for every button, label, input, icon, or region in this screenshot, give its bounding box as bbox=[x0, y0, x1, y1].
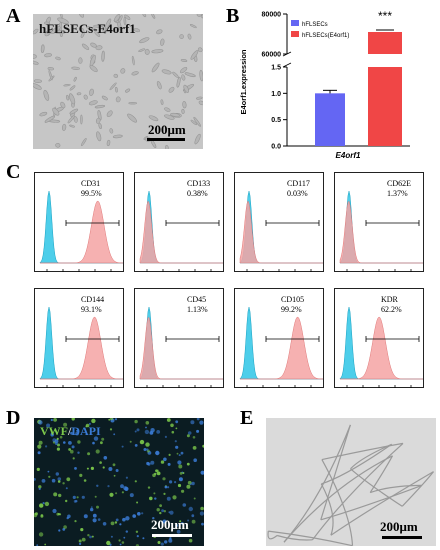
positive-percent: 0.38% bbox=[187, 189, 208, 198]
flow-plot-kdr: KDR 62.2% bbox=[334, 288, 424, 388]
flow-label-cd144: CD144 93.1% bbox=[81, 295, 104, 315]
legend-swatch-hflsecs bbox=[291, 20, 299, 26]
y-axis-label: E4orf1.expression bbox=[239, 49, 248, 114]
y-tick-label: 1.5 bbox=[271, 65, 281, 72]
positive-percent: 0.03% bbox=[287, 189, 308, 198]
marker-name: CD117 bbox=[287, 179, 310, 188]
marker-name: CD31 bbox=[81, 179, 101, 188]
positive-gate bbox=[65, 336, 120, 342]
isotype-histogram bbox=[239, 306, 323, 380]
positive-gate bbox=[265, 336, 320, 342]
panel-b-letter: B bbox=[226, 5, 240, 27]
dapi-label: DAPI bbox=[71, 424, 101, 438]
stained-histogram bbox=[40, 316, 124, 380]
panel-e-scale-label: 200μm bbox=[380, 519, 418, 534]
flow-plot-cd144: CD144 93.1% bbox=[34, 288, 124, 388]
isotype-histogram bbox=[39, 190, 123, 264]
histogram-cd62e bbox=[339, 190, 423, 272]
positive-percent: 1.37% bbox=[387, 189, 408, 198]
y-tick-label: 1.0 bbox=[271, 91, 281, 98]
panel-a-title: hFLSECs-E4orf1 bbox=[39, 21, 136, 36]
positive-gate bbox=[365, 220, 420, 226]
positive-percent: 62.2% bbox=[381, 305, 402, 314]
y-tick-label: 60000 bbox=[262, 52, 282, 59]
flow-plot-cd31: CD31 99.5% bbox=[34, 172, 124, 272]
panel-d-scale-label: 200μm bbox=[151, 517, 189, 532]
histogram-cd45 bbox=[139, 306, 223, 388]
flow-plot-cd105: CD105 99.2% bbox=[234, 288, 324, 388]
legend-label-hflsecs-e4orf1: hFLSECs(E4orf1) bbox=[302, 33, 349, 39]
positive-percent: 93.1% bbox=[81, 305, 102, 314]
stained-histogram bbox=[139, 200, 223, 264]
stained-histogram bbox=[240, 316, 324, 380]
panel-a-micrograph: hFLSECs-E4orf1 200μm bbox=[33, 14, 203, 149]
marker-name: KDR bbox=[381, 295, 398, 304]
stained-histogram bbox=[340, 316, 423, 380]
panel-b-chart: 0.0 0.5 1.0 1.5 60000 80000 *** hFLSECs hFLSE… bbox=[239, 9, 410, 160]
significance-stars: *** bbox=[378, 9, 392, 23]
panel-a-scale-label: 200μm bbox=[148, 122, 186, 137]
stain-separator: / bbox=[68, 424, 72, 438]
cell-texture-a bbox=[33, 14, 203, 149]
stained-histogram bbox=[239, 200, 323, 264]
positive-percent: 1.13% bbox=[187, 305, 208, 314]
marker-name: CD45 bbox=[187, 295, 207, 304]
flow-label-cd105: CD105 99.2% bbox=[281, 295, 304, 315]
marker-name: CD105 bbox=[281, 295, 305, 304]
panel-c-letter: C bbox=[6, 161, 21, 183]
panel-d-stain-label: VWF/DAPI bbox=[40, 424, 101, 439]
flow-label-cd45: CD45 1.13% bbox=[187, 295, 208, 315]
histogram-cd144 bbox=[39, 306, 124, 388]
histogram-cd117 bbox=[239, 190, 323, 272]
panel-a-letter: A bbox=[6, 5, 21, 27]
panel-d-micrograph: VWF/DAPI 200μm bbox=[34, 418, 204, 546]
stained-histogram bbox=[139, 317, 223, 380]
panel-d-scale-line bbox=[152, 534, 192, 537]
panel-e-scale-line bbox=[382, 536, 422, 539]
positive-percent: 99.2% bbox=[281, 305, 302, 314]
panel-e-letter: E bbox=[240, 407, 254, 429]
stained-histogram bbox=[40, 200, 124, 264]
bar-hflsecs bbox=[315, 93, 345, 146]
vwf-label: VWF bbox=[40, 424, 68, 438]
isotype-histogram bbox=[39, 306, 123, 380]
flow-plot-cd45: CD45 1.13% bbox=[134, 288, 224, 388]
histogram-kdr bbox=[339, 306, 423, 388]
flow-plot-cd62e: CD62E 1.37% bbox=[334, 172, 424, 272]
marker-name: CD62E bbox=[387, 179, 411, 188]
positive-percent: 99.5% bbox=[81, 189, 102, 198]
y-tick-label: 0.0 bbox=[271, 144, 281, 151]
positive-gate bbox=[165, 220, 220, 226]
positive-gate bbox=[265, 220, 320, 226]
flow-plot-cd117: CD117 0.03% bbox=[234, 172, 324, 272]
flow-plot-cd133: CD133 0.38% bbox=[134, 172, 224, 272]
tube-formation-texture bbox=[266, 418, 436, 546]
flow-label-cd133: CD133 0.38% bbox=[187, 179, 210, 199]
y-tick-label: 0.5 bbox=[271, 117, 281, 124]
flow-label-cd62e: CD62E 1.37% bbox=[387, 179, 411, 199]
histogram-cd31 bbox=[39, 190, 124, 272]
stained-histogram bbox=[339, 200, 423, 264]
bar-hflsecs-e4orf1-upper bbox=[368, 32, 402, 54]
panel-d-letter: D bbox=[6, 407, 21, 429]
positive-gate bbox=[165, 336, 220, 342]
panel-e-micrograph: 200μm bbox=[266, 418, 436, 546]
positive-gate bbox=[65, 220, 120, 226]
flow-label-cd117: CD117 0.03% bbox=[287, 179, 310, 199]
bar-hflsecs-e4orf1-lower bbox=[368, 67, 402, 146]
flow-label-kdr: KDR 62.2% bbox=[381, 295, 402, 315]
legend-swatch-hflsecs-e4orf1 bbox=[291, 31, 299, 37]
panel-a-scale-line bbox=[147, 138, 185, 141]
marker-name: CD133 bbox=[187, 179, 211, 188]
x-tick-label: E4orf1 bbox=[336, 151, 361, 160]
positive-gate bbox=[365, 336, 420, 342]
histogram-cd105 bbox=[239, 306, 324, 388]
marker-name: CD144 bbox=[81, 295, 105, 304]
legend-label-hflsecs: hFLSECs bbox=[302, 22, 328, 28]
y-tick-label: 80000 bbox=[262, 12, 282, 19]
histogram-cd133 bbox=[139, 190, 223, 272]
immunofluorescence-texture bbox=[34, 418, 204, 546]
axis-break-mark bbox=[282, 62, 292, 68]
flow-label-cd31: CD31 99.5% bbox=[81, 179, 102, 199]
